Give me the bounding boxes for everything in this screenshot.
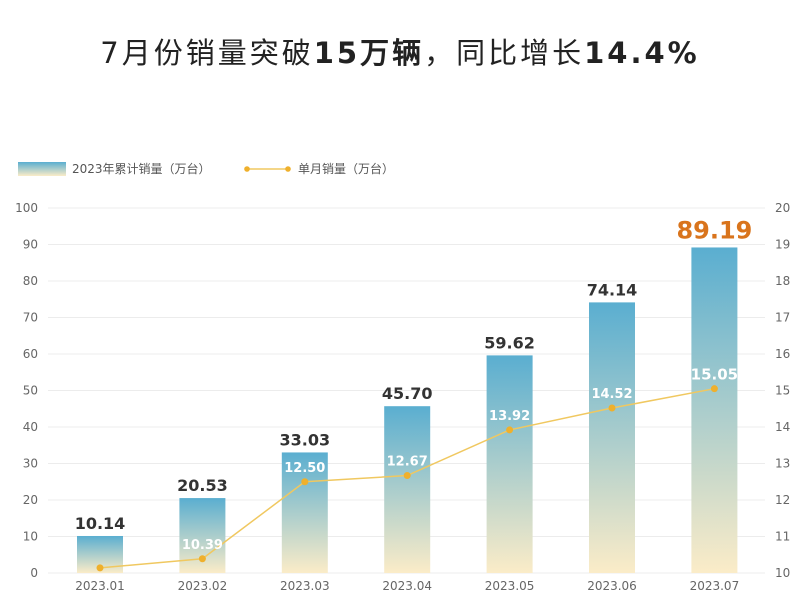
right-tick-label: 17 xyxy=(775,311,790,325)
line-data-label: 12.67 xyxy=(387,455,428,470)
line-data-label: 12.50 xyxy=(284,461,325,476)
line-data-label: 14.52 xyxy=(591,387,632,402)
bar-data-label: 10.14 xyxy=(75,514,126,533)
left-tick-label: 100 xyxy=(15,201,38,215)
x-axis: 2023.01 2023.02 2023.03 2023.04 2023.05 2023.… xyxy=(75,579,739,593)
legend-line-label: 单月销量（万台） xyxy=(298,161,394,176)
line-series: 10.39 12.50 12.67 13.92 14.52 15.05 xyxy=(96,366,738,572)
chart-headline: 7月份销量突破15万辆，同比增长14.4% xyxy=(0,30,800,72)
right-axis: 10 11 12 13 14 15 16 17 18 19 20 xyxy=(775,201,790,580)
legend-bar-label: 2023年累计销量（万台） xyxy=(72,161,211,176)
line-point xyxy=(710,385,718,393)
chart-legend: 2023年累计销量（万台） 单月销量（万台） xyxy=(18,161,394,176)
bar-series xyxy=(77,247,738,574)
left-tick-label: 60 xyxy=(23,347,38,361)
bar-labels: 10.14 20.53 33.03 45.70 59.62 74.14 89.19 xyxy=(75,216,753,533)
line-point xyxy=(506,426,514,434)
bar-data-label: 45.70 xyxy=(382,384,433,403)
bar xyxy=(486,355,533,573)
left-tick-label: 80 xyxy=(23,274,38,288)
right-tick-label: 13 xyxy=(775,457,790,471)
left-tick-label: 40 xyxy=(23,420,38,434)
left-tick-label: 90 xyxy=(23,238,38,252)
bar-data-label: 33.03 xyxy=(279,430,330,449)
line-point xyxy=(301,478,309,486)
legend-line-point-left xyxy=(244,166,250,172)
line-point xyxy=(608,404,616,412)
bar-data-label: 20.53 xyxy=(177,476,228,495)
x-tick-label: 2023.07 xyxy=(690,579,740,593)
right-tick-label: 15 xyxy=(775,384,790,398)
headline-part2: 15万辆 xyxy=(313,36,425,70)
left-tick-label: 50 xyxy=(23,384,38,398)
right-tick-label: 12 xyxy=(775,493,790,507)
left-tick-label: 20 xyxy=(23,493,38,507)
right-tick-label: 20 xyxy=(775,201,790,215)
line-data-label: 10.39 xyxy=(182,538,223,553)
headline-part1: 7月份销量突破 xyxy=(100,36,314,70)
x-tick-label: 2023.04 xyxy=(382,579,432,593)
right-tick-label: 14 xyxy=(775,420,790,434)
x-tick-label: 2023.06 xyxy=(587,579,637,593)
bar-data-label: 74.14 xyxy=(587,280,638,299)
line-point xyxy=(198,555,206,563)
headline-part4: 14.4% xyxy=(584,36,700,70)
line-point xyxy=(96,564,104,572)
bar xyxy=(691,247,738,574)
right-tick-label: 16 xyxy=(775,347,790,361)
right-tick-label: 19 xyxy=(775,238,790,252)
left-tick-label: 30 xyxy=(23,457,38,471)
left-tick-label: 0 xyxy=(30,566,38,580)
bar-data-label: 89.19 xyxy=(676,216,752,244)
left-tick-label: 10 xyxy=(23,530,38,544)
bar xyxy=(281,452,328,573)
headline-part3: ，同比增长 xyxy=(424,36,585,70)
x-tick-label: 2023.03 xyxy=(280,579,330,593)
x-tick-label: 2023.05 xyxy=(485,579,535,593)
x-tick-label: 2023.01 xyxy=(75,579,125,593)
legend-line-point-right xyxy=(285,166,291,172)
left-tick-label: 70 xyxy=(23,311,38,325)
bar xyxy=(384,406,431,573)
bar-data-label: 59.62 xyxy=(484,333,535,352)
legend-bar-swatch xyxy=(18,162,66,176)
right-tick-label: 10 xyxy=(775,566,790,580)
line-data-label: 15.05 xyxy=(691,366,738,384)
left-axis: 0 10 20 30 40 50 60 70 80 90 100 xyxy=(15,201,38,580)
bar xyxy=(589,302,635,573)
line-point xyxy=(403,472,411,480)
line-data-label: 13.92 xyxy=(489,409,530,424)
x-tick-label: 2023.02 xyxy=(178,579,228,593)
right-tick-label: 18 xyxy=(775,274,790,288)
right-tick-label: 11 xyxy=(775,530,790,544)
